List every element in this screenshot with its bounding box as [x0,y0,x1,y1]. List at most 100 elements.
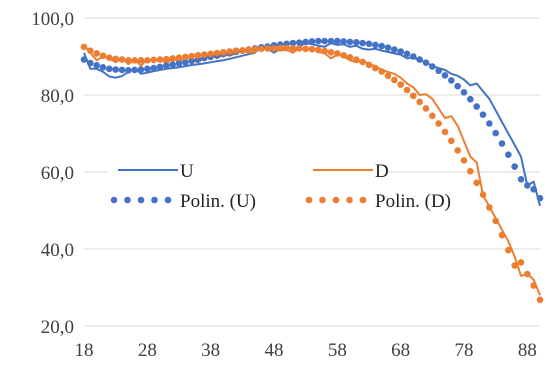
trend-point-3-44 [359,58,366,66]
trend-point-3-46 [372,64,379,72]
trend-point-3-70 [524,270,531,278]
trend-point-2-55 [429,63,436,70]
trend-point-2-52 [410,53,417,60]
trend-point-3-61 [467,167,474,175]
trend-point-3-14 [169,55,176,62]
trend-point-2-45 [365,40,373,48]
trend-point-3-58 [448,137,455,145]
trend-point-3-37 [315,46,322,54]
legend-background [108,153,388,215]
trend-point-3-72 [536,296,544,304]
trend-point-3-50 [397,81,404,88]
trend-point-2-33 [289,39,297,47]
trend-point-2-67 [505,151,512,158]
trend-point-3-35 [302,45,309,53]
trend-point-3-29 [264,45,271,52]
trend-point-2-34 [296,39,303,46]
legend-swatch-dot-polin-d--3 [346,196,353,204]
trend-point-3-30 [270,45,278,52]
y-tick-label-4: 100,0 [31,9,74,30]
trend-point-3-26 [245,46,252,53]
trend-point-3-18 [194,52,202,59]
trend-point-3-52 [410,92,417,100]
y-tick-label-2: 60,0 [41,163,74,184]
trend-point-3-0 [80,43,88,51]
legend-swatch-dot-polin-u--2 [137,196,145,204]
trend-point-2-59 [454,82,461,90]
trend-point-3-10 [144,57,151,64]
trend-point-3-40 [334,50,341,57]
trend-point-3-17 [188,52,195,60]
trend-point-2-56 [435,67,442,75]
trend-point-2-47 [378,42,385,50]
trend-point-2-43 [353,38,360,46]
trend-point-3-20 [207,50,214,58]
trend-point-2-3 [99,63,107,71]
trend-point-3-71 [530,282,537,289]
trend-point-2-66 [498,140,506,147]
legend-swatch-dot-polin-u--1 [124,196,131,204]
trend-point-3-33 [289,45,297,52]
x-axis-tick-labels: 18 28 38 48 58 68 78 88 [75,340,537,361]
trend-point-3-67 [505,246,512,254]
trend-point-3-51 [403,86,411,94]
legend-swatch-dot-polin-u--4 [164,196,172,204]
y-tick-label-0: 20,0 [41,317,74,338]
legend-swatch-dot-polin-u--3 [151,196,158,204]
trend-point-2-7 [125,67,132,74]
trend-point-2-64 [486,120,493,127]
trend-point-3-63 [479,191,487,199]
legend-label-d: D [375,161,389,182]
trend-point-2-54 [422,59,430,66]
trend-point-3-24 [232,47,240,55]
trend-point-3-65 [492,217,499,225]
trend-point-3-53 [416,98,423,106]
trend-point-2-13 [163,62,170,70]
trend-point-2-49 [391,46,398,53]
trend-point-3-13 [163,55,170,63]
trend-point-3-6 [118,56,126,63]
trend-point-3-7 [125,57,132,64]
trend-point-3-42 [346,53,354,61]
trend-point-2-63 [479,111,487,118]
trend-point-2-1 [87,59,94,67]
trend-point-2-51 [403,50,411,58]
trend-point-3-64 [486,204,493,211]
trend-point-2-6 [118,66,126,74]
x-tick-label-2: 38 [201,340,220,361]
trend-point-3-36 [308,45,316,53]
trend-point-3-45 [365,61,373,69]
trend-point-2-60 [460,89,468,96]
trend-point-2-44 [359,39,366,47]
trend-point-2-61 [467,95,474,103]
x-tick-label-3: 48 [265,340,284,361]
trend-point-2-10 [144,65,151,73]
legend-label-u: U [180,161,194,182]
trend-point-2-46 [372,41,379,49]
trend-point-3-5 [112,55,119,63]
trend-point-2-70 [524,182,531,189]
trend-point-3-55 [429,112,436,120]
trend-point-2-4 [106,65,113,73]
x-tick-label-6: 78 [455,340,474,361]
trend-point-3-60 [460,157,468,164]
trend-point-3-68 [511,262,518,269]
legend-swatch-dot-polin-d--1 [319,196,326,204]
trend-point-2-69 [517,176,525,183]
trend-point-2-41 [340,38,347,45]
trend-point-2-16 [182,58,189,66]
y-tick-label-3: 80,0 [41,86,74,107]
trend-point-2-57 [441,72,449,79]
trend-point-2-14 [169,61,176,68]
trend-point-3-15 [175,54,183,61]
legend-swatch-dot-polin-d--0 [305,196,313,204]
trend-point-2-11 [150,64,157,72]
trend-point-3-8 [131,57,138,64]
trend-point-3-43 [353,56,360,63]
trend-point-2-65 [492,129,499,137]
trend-point-2-8 [131,66,138,74]
trend-point-3-47 [378,68,385,75]
x-tick-label-1: 28 [138,340,157,361]
trend-point-3-69 [517,259,525,266]
